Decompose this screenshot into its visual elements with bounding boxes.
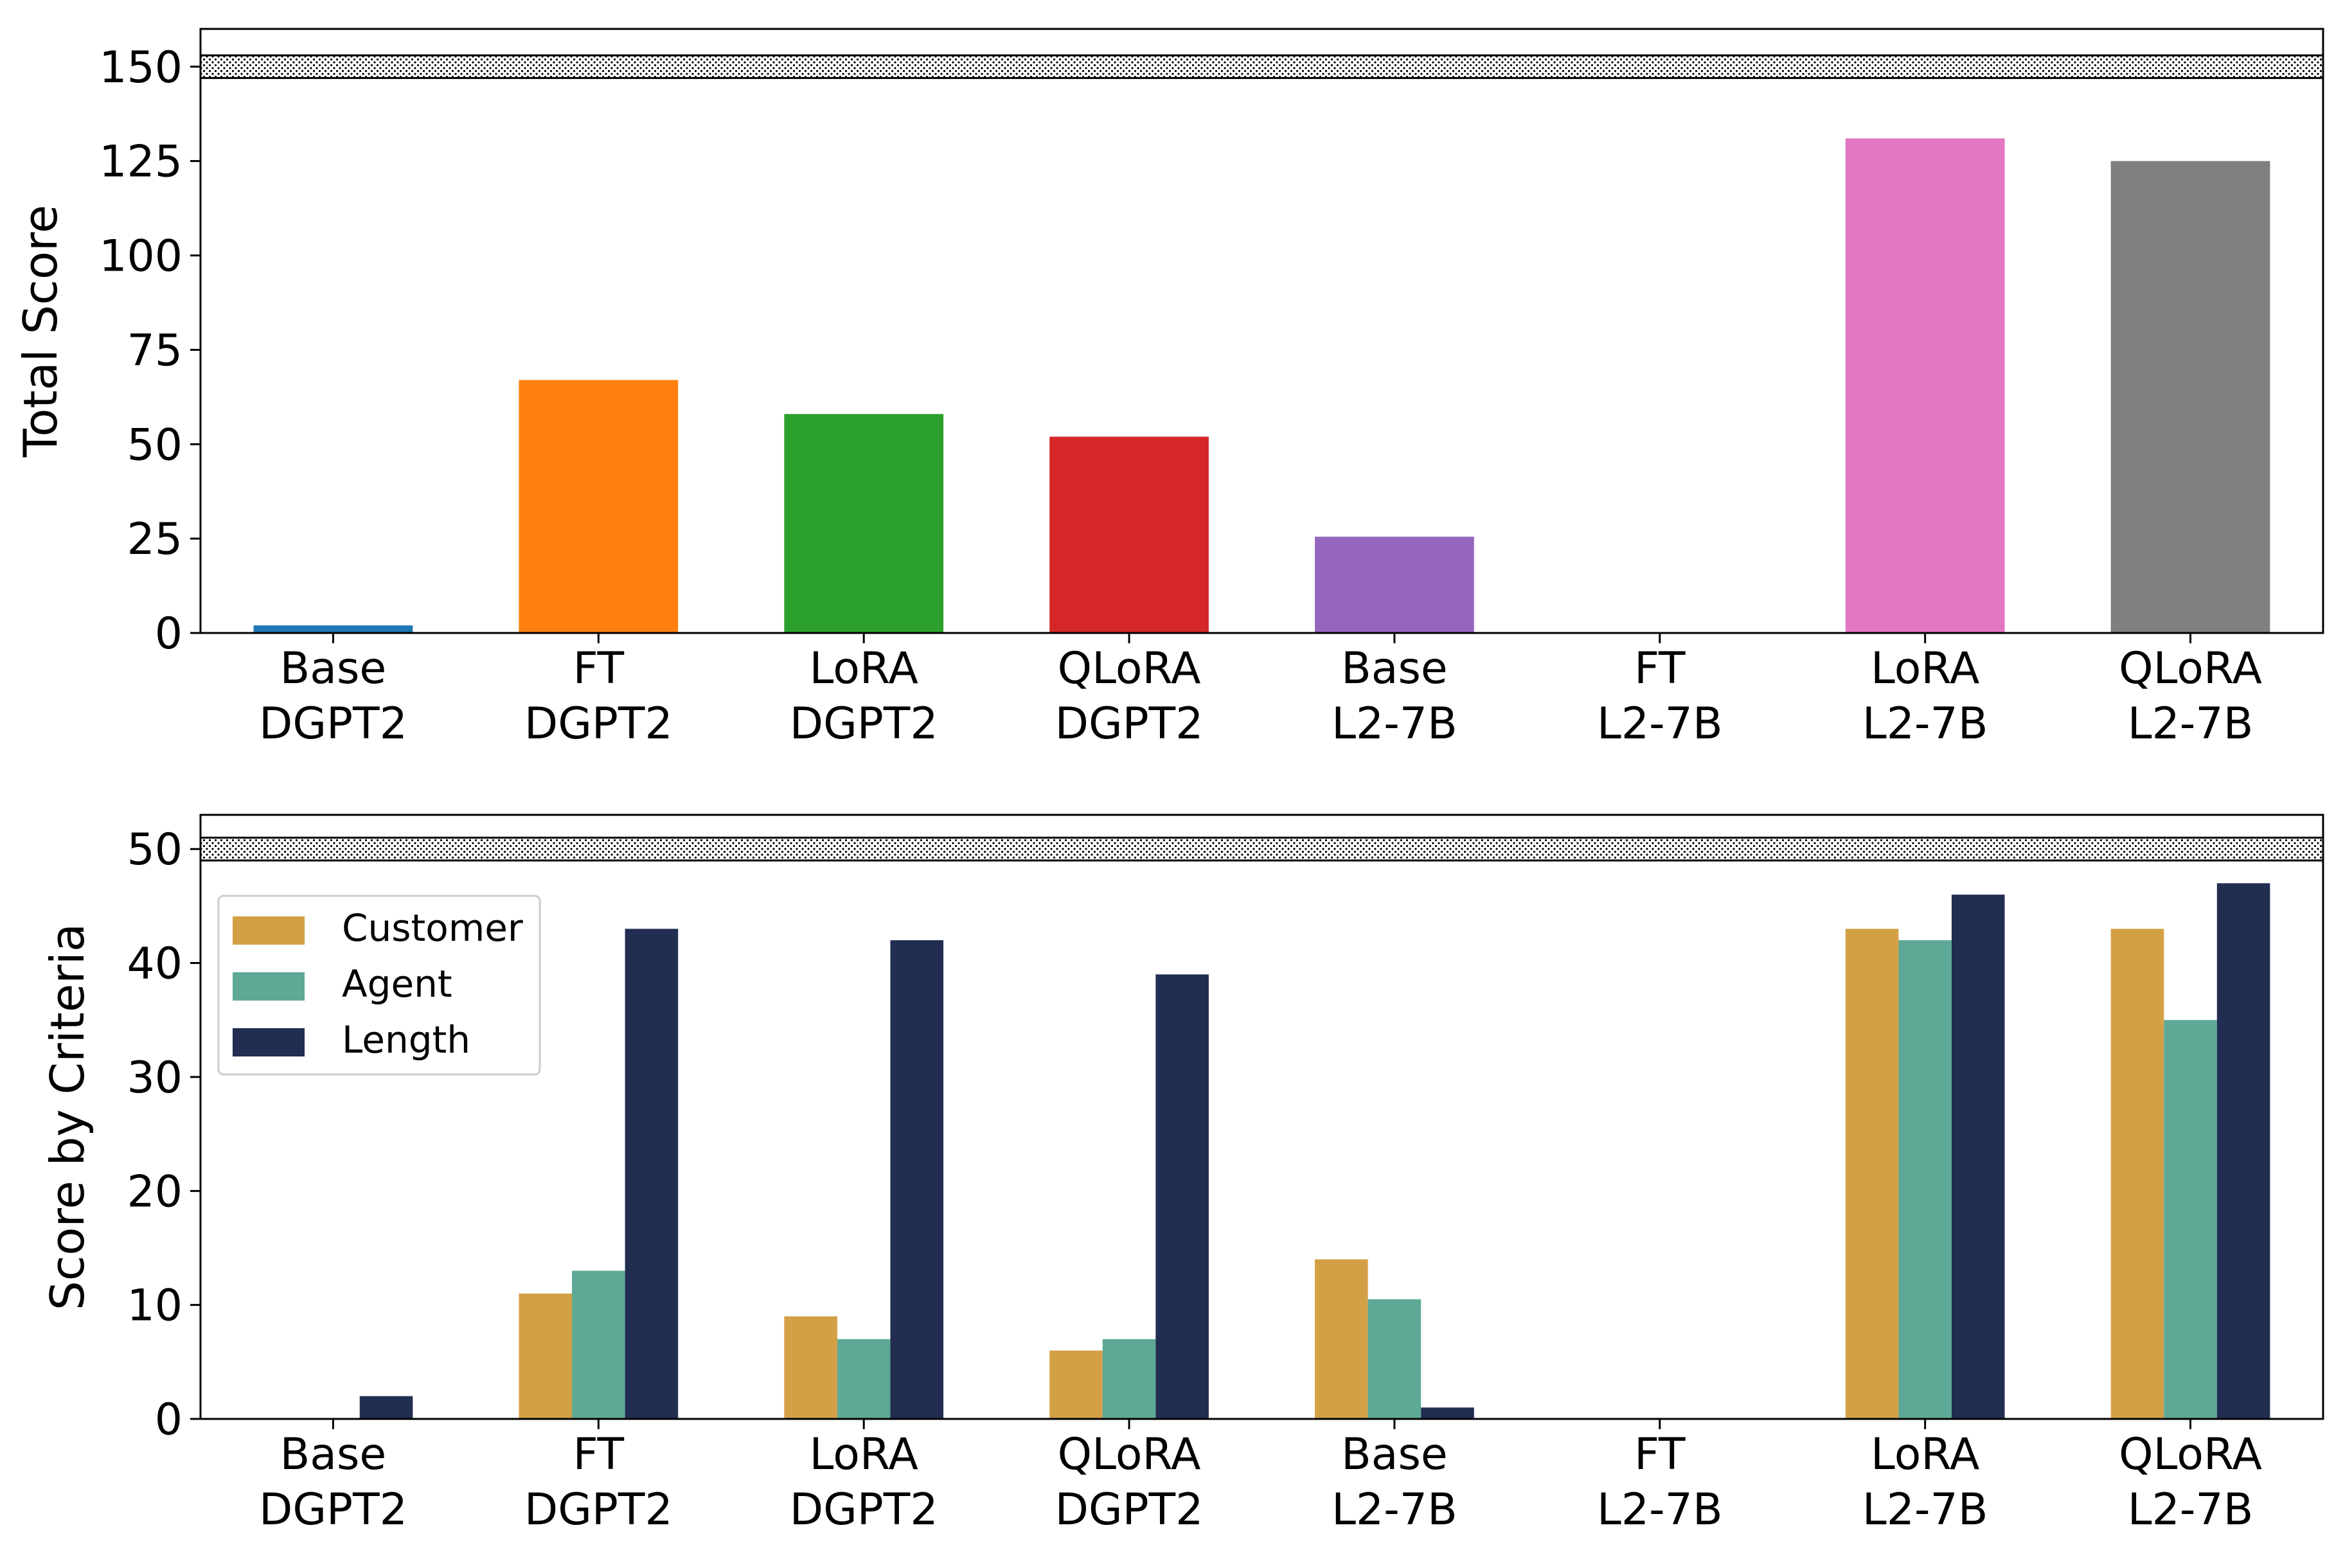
bar-length-qlora-dgpt2	[1155, 974, 1209, 1419]
x-tick-label: DGPT2	[790, 699, 938, 749]
y-tick-label: 0	[155, 1394, 183, 1445]
bar-length-qlora-l2-7b	[2216, 883, 2270, 1419]
bar-agent-base-l2-7b	[1368, 1299, 1421, 1419]
legend-swatch-customer	[233, 916, 305, 945]
y-axis-label: Score by Criteria	[40, 923, 94, 1310]
bar-customer-base-l2-7b	[1315, 1259, 1368, 1419]
x-tick-label: L2-7B	[1597, 1484, 1723, 1535]
y-tick-label: 30	[127, 1053, 183, 1103]
y-tick-label: 10	[127, 1281, 183, 1332]
bar-lora-l2-7b	[1845, 138, 2005, 633]
bar-customer-qlora-dgpt2	[1049, 1350, 1103, 1419]
y-tick-label: 50	[127, 824, 183, 875]
y-tick-label: 75	[127, 325, 183, 376]
bars	[359, 883, 2270, 1419]
x-tick-label: QLoRA	[1058, 1429, 1201, 1480]
y-tick-label: 125	[99, 137, 183, 188]
bar-customer-lora-l2-7b	[1845, 929, 1899, 1419]
bar-agent-ft-dgpt2	[572, 1270, 625, 1419]
reference-band-fill	[200, 837, 2323, 860]
reference-band-fill	[200, 55, 2323, 78]
x-tick-label: DGPT2	[259, 699, 407, 749]
x-tick-label: FT	[1634, 643, 1686, 694]
legend-label-agent: Agent	[342, 962, 452, 1006]
x-tick-label: FT	[573, 1429, 625, 1480]
x-tick-label: DGPT2	[790, 1484, 938, 1535]
x-tick-label: Base	[1341, 643, 1448, 694]
bar-ft-dgpt2	[519, 380, 679, 633]
x-tick-label: DGPT2	[1055, 1484, 1204, 1535]
bar-lora-dgpt2	[784, 414, 944, 633]
bar-agent-lora-dgpt2	[837, 1339, 891, 1419]
plot-frame	[199, 28, 2324, 634]
bar-length-base-l2-7b	[1421, 1407, 1474, 1419]
x-tick-label: QLoRA	[1058, 643, 1201, 694]
y-tick-label: 100	[99, 231, 183, 282]
y-tick-label: 40	[127, 939, 183, 990]
legend-label-customer: Customer	[342, 906, 523, 950]
x-tick-label: Base	[280, 1429, 387, 1480]
x-tick-label: LoRA	[1871, 643, 1979, 694]
y-tick-label: 50	[127, 420, 183, 470]
legend-swatch-agent	[233, 972, 305, 1001]
legend-swatch-length	[233, 1028, 305, 1056]
bar-qlora-dgpt2	[1049, 436, 1209, 633]
x-tick-label: DGPT2	[524, 1484, 673, 1535]
x-tick-label: QLoRA	[2119, 643, 2262, 694]
x-tick-label: L2-7B	[2128, 1484, 2254, 1535]
x-tick-label: QLoRA	[2119, 1429, 2262, 1480]
plot-frame	[199, 814, 2324, 1420]
x-axis: BaseDGPT2FTDGPT2LoRADGPT2QLoRADGPT2BaseL…	[259, 1419, 2262, 1535]
x-tick-label: L2-7B	[1332, 1484, 1457, 1535]
bar-agent-qlora-dgpt2	[1102, 1339, 1156, 1419]
y-tick-label: 150	[99, 42, 183, 93]
bar-agent-lora-l2-7b	[1898, 940, 1952, 1419]
bar-agent-qlora-l2-7b	[2164, 1020, 2217, 1419]
y-tick-label: 0	[155, 609, 183, 659]
bar-length-base-dgpt2	[359, 1396, 413, 1419]
bar-base-dgpt2	[253, 625, 413, 633]
x-tick-label: DGPT2	[524, 699, 673, 749]
x-tick-label: FT	[1634, 1429, 1686, 1480]
bar-customer-lora-dgpt2	[784, 1316, 837, 1419]
x-tick-label: Base	[1341, 1429, 1448, 1480]
x-tick-label: DGPT2	[259, 1484, 407, 1535]
y-tick-label: 25	[127, 514, 183, 565]
x-axis: BaseDGPT2FTDGPT2LoRADGPT2QLoRADGPT2BaseL…	[259, 633, 2262, 749]
y-tick-label: 20	[127, 1166, 183, 1217]
x-tick-label: L2-7B	[1862, 699, 1988, 749]
legend-label-length: Length	[342, 1018, 470, 1062]
x-tick-label: DGPT2	[1055, 699, 1204, 749]
reference-band	[200, 836, 2323, 862]
x-tick-label: FT	[573, 643, 625, 694]
bar-customer-qlora-l2-7b	[2110, 929, 2164, 1419]
y-axis-label: Total Score	[13, 205, 67, 458]
x-tick-label: L2-7B	[1597, 699, 1723, 749]
x-tick-label: LoRA	[1871, 1429, 1979, 1480]
bar-customer-ft-dgpt2	[519, 1293, 573, 1419]
bar-qlora-l2-7b	[2110, 161, 2270, 633]
x-tick-label: LoRA	[810, 1429, 918, 1480]
x-tick-label: LoRA	[810, 643, 918, 694]
y-axis: 0 25 50 75 100 125 150	[99, 42, 200, 659]
y-axis: 0 10 20 30 40 50	[127, 824, 200, 1445]
bar-base-l2-7b	[1315, 537, 1474, 633]
bars	[253, 138, 2270, 633]
x-tick-label: Base	[280, 643, 387, 694]
reference-band	[200, 54, 2323, 79]
legend: Customer Agent Length	[217, 895, 541, 1076]
bar-length-lora-l2-7b	[1951, 895, 2005, 1419]
bar-length-lora-dgpt2	[890, 940, 944, 1419]
x-tick-label: L2-7B	[2128, 699, 2254, 749]
x-tick-label: L2-7B	[1862, 1484, 1988, 1535]
bar-length-ft-dgpt2	[625, 929, 679, 1419]
x-tick-label: L2-7B	[1332, 699, 1457, 749]
